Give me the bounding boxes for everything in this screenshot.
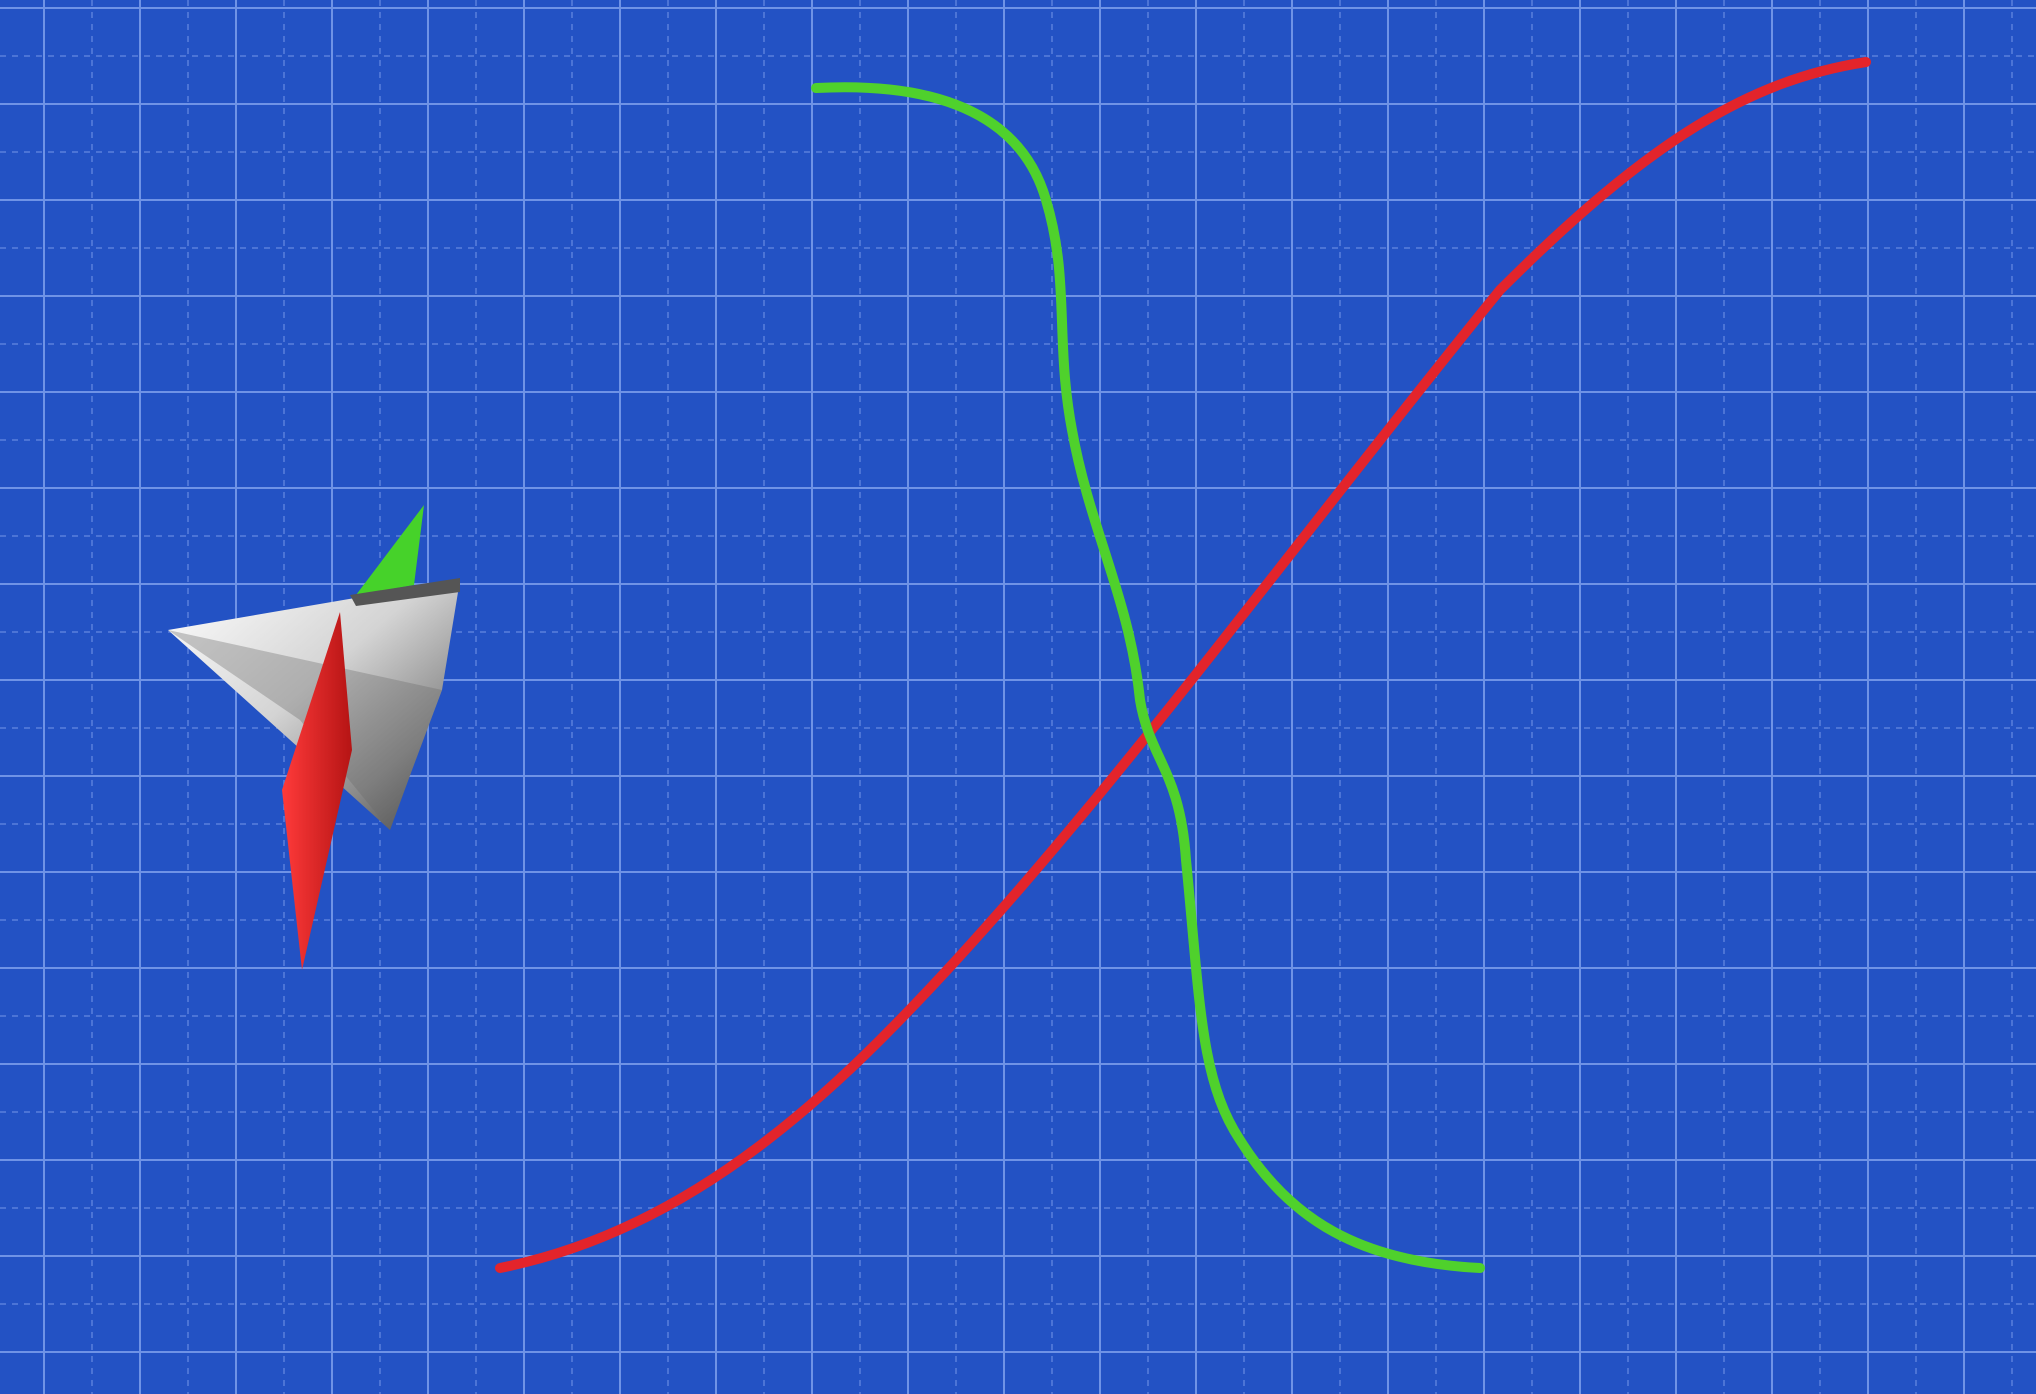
red-curve[interactable] [495,57,1871,1273]
red-axis-arrow [282,612,352,970]
green-curve[interactable] [811,82,1485,1273]
gizmo-cone-shadow [168,630,442,830]
gizmo-cone-rim [350,578,460,606]
green-axis-arrow [356,505,424,595]
